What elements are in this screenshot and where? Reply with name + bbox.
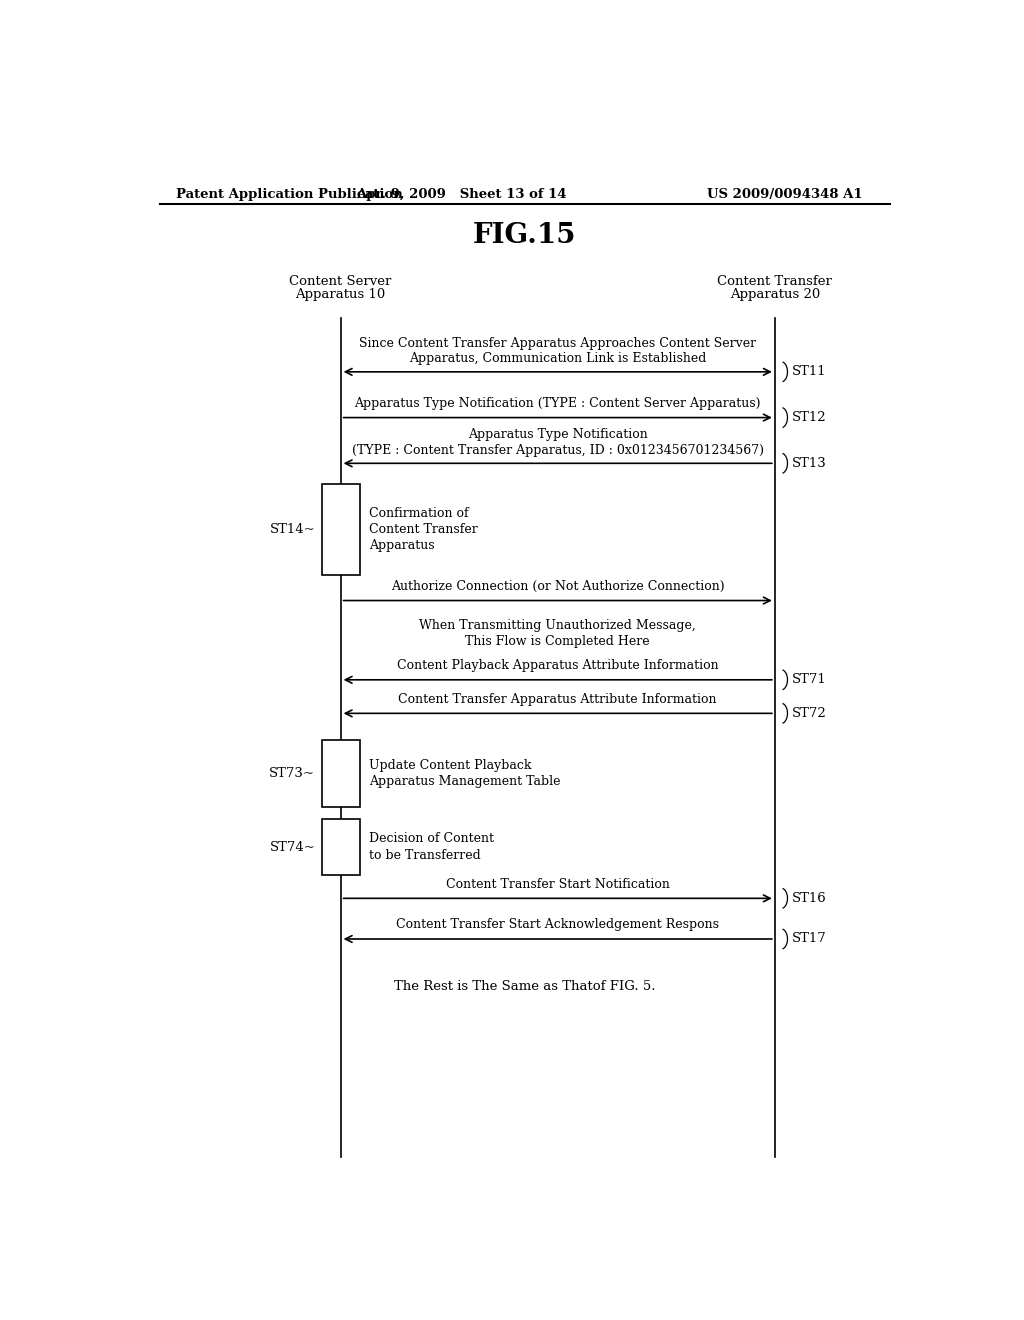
Text: Content Transfer Start Acknowledgement Respons: Content Transfer Start Acknowledgement R… [396,919,719,932]
Text: Since Content Transfer Apparatus Approaches Content Server: Since Content Transfer Apparatus Approac… [359,337,757,350]
Text: Content Server: Content Server [290,275,392,288]
Text: Apparatus Type Notification: Apparatus Type Notification [468,429,647,441]
Text: ST74~: ST74~ [269,841,315,854]
Text: This Flow is Completed Here: This Flow is Completed Here [466,635,650,648]
Text: Authorize Connection (or Not Authorize Connection): Authorize Connection (or Not Authorize C… [391,579,725,593]
Text: When Transmitting Unauthorized Message,: When Transmitting Unauthorized Message, [420,619,696,632]
Text: Update Content Playback: Update Content Playback [370,759,531,772]
Text: ST17: ST17 [793,932,827,945]
Text: ST73~: ST73~ [269,767,315,780]
Text: Patent Application Publication: Patent Application Publication [176,189,402,202]
Text: ST71: ST71 [793,673,827,686]
Text: Content Transfer Start Notification: Content Transfer Start Notification [445,878,670,891]
Text: Content Playback Apparatus Attribute Information: Content Playback Apparatus Attribute Inf… [397,659,719,672]
Text: ST16: ST16 [793,892,827,904]
Bar [322,483,359,576]
Text: Apparatus 10: Apparatus 10 [296,288,386,301]
Text: to be Transferred: to be Transferred [370,849,481,862]
Text: Apparatus, Communication Link is Established: Apparatus, Communication Link is Establi… [409,352,707,366]
Text: Decision of Content: Decision of Content [370,833,495,845]
Text: Apparatus Management Table: Apparatus Management Table [370,775,561,788]
Text: ST13: ST13 [793,457,827,470]
Text: Content Transfer Apparatus Attribute Information: Content Transfer Apparatus Attribute Inf… [398,693,717,706]
Text: Apparatus 20: Apparatus 20 [730,288,820,301]
Text: ST14~: ST14~ [269,523,315,536]
Text: Apparatus Type Notification (TYPE : Content Server Apparatus): Apparatus Type Notification (TYPE : Cont… [354,397,761,409]
Bar [322,818,359,875]
Text: US 2009/0094348 A1: US 2009/0094348 A1 [708,189,863,202]
Text: Apr. 9, 2009   Sheet 13 of 14: Apr. 9, 2009 Sheet 13 of 14 [356,189,566,202]
Bar [322,739,359,807]
Text: FIG.15: FIG.15 [473,222,577,249]
Text: ST11: ST11 [793,366,826,379]
Text: (TYPE : Content Transfer Apparatus, ID : 0x0123456701234567): (TYPE : Content Transfer Apparatus, ID :… [351,444,764,457]
Text: ST12: ST12 [793,411,826,424]
Text: ST72: ST72 [793,706,827,719]
Text: Content Transfer: Content Transfer [370,523,478,536]
Text: Content Transfer: Content Transfer [718,275,833,288]
Text: The Rest is The Same as Thatof FIG. 5.: The Rest is The Same as Thatof FIG. 5. [394,981,655,993]
Text: Confirmation of: Confirmation of [370,507,469,520]
Text: Apparatus: Apparatus [370,539,435,552]
